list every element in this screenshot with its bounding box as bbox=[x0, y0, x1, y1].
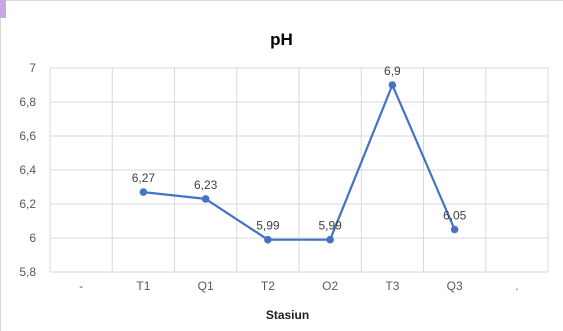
y-tick-label: 6,6 bbox=[19, 129, 36, 143]
x-edge-label: - bbox=[79, 279, 83, 293]
data-label: 6,27 bbox=[132, 171, 156, 185]
data-label: 6,05 bbox=[443, 209, 467, 223]
data-label: 6,9 bbox=[384, 64, 401, 78]
x-axis-title: Stasiun bbox=[265, 308, 310, 322]
data-point bbox=[326, 235, 334, 244]
data-point bbox=[264, 235, 272, 244]
y-tick-label: 6,4 bbox=[19, 163, 36, 177]
data-point bbox=[139, 188, 148, 196]
data-point bbox=[201, 195, 210, 203]
x-tick-label: Q3 bbox=[447, 279, 463, 293]
data-label: 5,99 bbox=[318, 219, 342, 233]
series-line bbox=[143, 83, 456, 241]
data-label: 6,23 bbox=[194, 178, 218, 192]
y-tick-label: 6,8 bbox=[19, 95, 36, 109]
chart-title: pH bbox=[270, 30, 293, 49]
x-tick-label: T2 bbox=[261, 279, 275, 293]
x-tick-label: T3 bbox=[385, 279, 399, 293]
y-tick-label: 5,8 bbox=[19, 265, 36, 279]
x-tick-label: Q1 bbox=[198, 279, 214, 293]
y-tick-label: 6,2 bbox=[19, 197, 36, 211]
x-tick-label: T1 bbox=[136, 279, 150, 293]
data-point bbox=[388, 81, 397, 89]
y-tick-label: 6 bbox=[29, 231, 36, 245]
x-edge-label: . bbox=[515, 279, 518, 293]
data-point bbox=[450, 225, 459, 234]
data-label: 5,99 bbox=[256, 219, 280, 233]
x-tick-label: O2 bbox=[322, 279, 338, 293]
selection-tab bbox=[0, 0, 6, 18]
y-tick-label: 7 bbox=[29, 61, 36, 75]
